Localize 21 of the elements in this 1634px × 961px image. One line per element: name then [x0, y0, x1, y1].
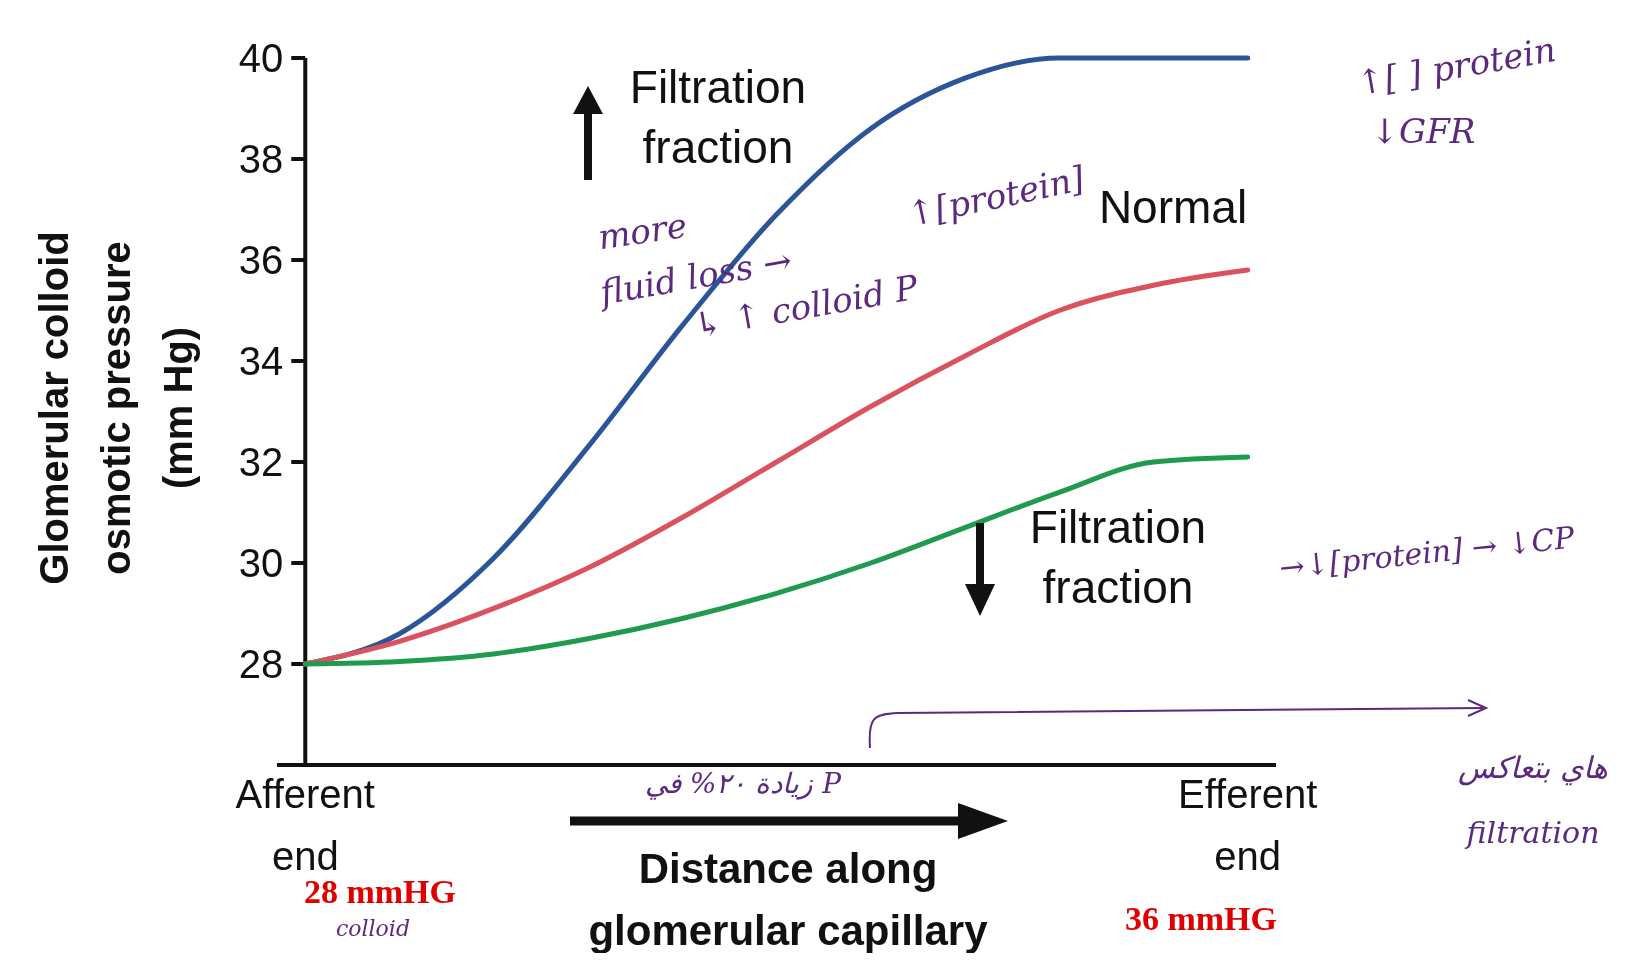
y-tick-label: 36: [238, 238, 284, 282]
y-tick-label: 30: [238, 541, 284, 585]
y-tick-label: 34: [238, 339, 284, 383]
text: ↑[ ] protein: [1353, 28, 1559, 104]
y-tick-label: 32: [238, 440, 284, 484]
text: ↓GFR: [1370, 111, 1476, 151]
text: filtration: [1464, 815, 1600, 850]
series-label: Filtration fraction: [1029, 501, 1207, 613]
text: colloid: [335, 916, 411, 941]
y-tick-label: 40: [238, 36, 284, 80]
x-tick-label: Efferent end: [1178, 772, 1318, 878]
text: 36 mmHG: [1124, 900, 1278, 937]
y-tick-label: 28: [238, 642, 284, 686]
series-label: Normal: [1098, 181, 1248, 233]
annotation: more: [595, 205, 690, 258]
text: زيادة ۲۰% في P: [644, 767, 843, 800]
y-axis-title: Glomerular colloid osmotic pressure (mm Hg): [32, 231, 200, 585]
text: هاي بتعاكس: [1458, 750, 1608, 786]
y-tick-label: 38: [238, 137, 284, 181]
text: →↓[protein] → ↓CP: [1277, 519, 1577, 586]
series-label: Filtration fraction: [629, 61, 807, 173]
